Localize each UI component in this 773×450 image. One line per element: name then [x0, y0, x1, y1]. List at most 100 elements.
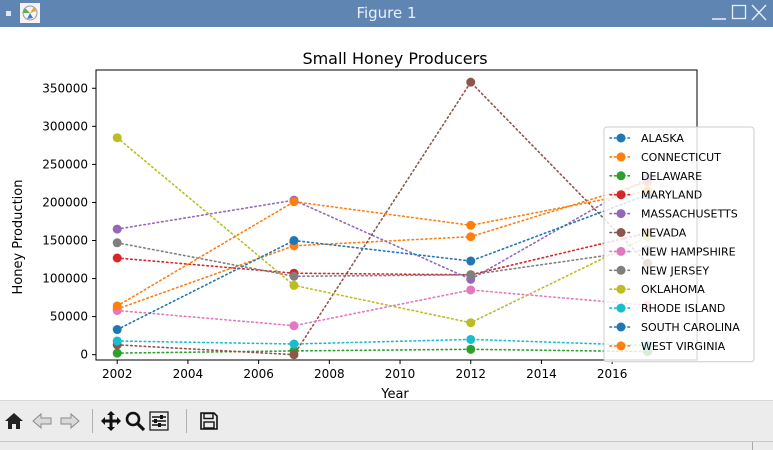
chart-title: Small Honey Producers — [302, 49, 487, 68]
data-point — [112, 133, 122, 143]
zoom-button[interactable] — [124, 409, 146, 433]
x-tick-label: 2006 — [243, 367, 274, 381]
data-point — [112, 348, 122, 358]
legend-label: CONNECTICUT — [641, 151, 721, 164]
legend-marker — [616, 284, 626, 294]
configure-subplots-button[interactable] — [148, 409, 170, 433]
pan-button[interactable] — [100, 409, 122, 433]
data-point — [289, 350, 299, 360]
series-line-connecticut — [116, 181, 649, 310]
y-tick-label: 150000 — [42, 233, 88, 247]
maximize-icon[interactable] — [731, 4, 747, 21]
x-tick-label: 2012 — [455, 367, 486, 381]
window-menu-icon[interactable] — [6, 11, 11, 16]
data-point — [466, 344, 476, 354]
data-point — [289, 321, 299, 331]
legend: ALASKA CONNECTICUT DELAWARE MARYLAND MASSACH… — [603, 126, 755, 363]
legend-label: RHODE ISLAND — [641, 302, 725, 315]
data-point — [466, 256, 476, 266]
data-point — [289, 271, 299, 281]
legend-marker — [616, 190, 626, 200]
series-line-rhode-island — [116, 338, 649, 347]
legend-label: WEST VIRGINIA — [641, 340, 726, 353]
data-point — [112, 325, 122, 335]
series-line-west-virginia — [116, 190, 649, 307]
arrow-left-icon — [32, 412, 52, 430]
legend-marker — [616, 341, 626, 351]
x-tick-label: 2008 — [314, 367, 345, 381]
legend-label: MARYLAND — [641, 189, 702, 202]
legend-marker — [616, 133, 626, 143]
data-point — [466, 220, 476, 230]
floppy-disk-icon — [200, 412, 218, 430]
series-line-new-jersey — [116, 242, 649, 278]
series-line-new-hampshire — [116, 289, 649, 327]
y-tick-label: 250000 — [42, 157, 88, 171]
data-point — [289, 280, 299, 290]
y-tick-label: 300000 — [42, 119, 88, 133]
data-point — [466, 232, 476, 242]
back-button[interactable] — [31, 409, 53, 433]
legend-label: ALASKA — [641, 132, 684, 145]
data-point — [112, 336, 122, 346]
legend-marker — [616, 265, 626, 275]
legend-marker — [616, 228, 626, 237]
status-divider — [752, 442, 753, 450]
x-tick-label: 2002 — [102, 367, 133, 381]
legend-label: SOUTH CAROLINA — [641, 321, 740, 334]
minimize-icon[interactable] — [711, 4, 727, 21]
data-point — [466, 318, 476, 328]
arrow-right-icon — [60, 412, 80, 430]
x-tick-label: 2016 — [597, 367, 628, 381]
close-icon[interactable] — [751, 4, 767, 21]
legend-label: NEW HAMPSHIRE — [641, 245, 736, 258]
y-tick-label: 50000 — [50, 310, 88, 324]
legend-label: NEW JERSEY — [641, 264, 709, 277]
figure-canvas[interactable]: Small Honey Producers Year Honey Product… — [0, 27, 773, 400]
data-point — [466, 270, 476, 280]
series-line-nevada — [116, 80, 649, 356]
magnifier-icon — [125, 411, 146, 432]
series-line-south-carolina — [116, 194, 649, 331]
data-point — [289, 235, 299, 245]
legend-label: OKLAHOMA — [641, 283, 705, 296]
line-chart: Small Honey Producers Year Honey Product… — [11, 49, 755, 400]
y-tick-label: 0 — [80, 348, 88, 362]
data-point — [112, 238, 122, 248]
data-point — [289, 197, 299, 207]
home-button[interactable] — [3, 409, 25, 433]
series-line-delaware — [116, 348, 649, 354]
x-tick-label: 2010 — [385, 367, 416, 381]
legend-marker — [616, 152, 626, 162]
status-bar — [0, 441, 773, 450]
x-axis-label: Year — [380, 387, 409, 400]
y-tick-label: 100000 — [42, 272, 88, 286]
series-line-oklahoma — [116, 136, 649, 324]
data-point — [466, 77, 476, 87]
y-tick-label: 350000 — [42, 81, 88, 95]
sliders-icon — [149, 411, 169, 431]
legend-marker — [616, 246, 626, 256]
y-tick-label: 200000 — [42, 195, 88, 209]
toolbar-separator — [92, 409, 93, 433]
legend-marker — [616, 322, 626, 332]
forward-button[interactable] — [59, 409, 81, 433]
x-tick-label: 2014 — [526, 367, 557, 381]
series-line-massachusetts — [116, 177, 649, 281]
data-point — [112, 301, 122, 311]
data-point — [466, 334, 476, 344]
matplotlib-app-icon — [20, 3, 40, 23]
home-icon — [5, 413, 23, 429]
data-point — [289, 339, 299, 349]
series-line-maryland — [116, 232, 649, 276]
save-button[interactable] — [198, 409, 220, 433]
legend-label: NEVADA — [641, 227, 687, 240]
y-axis-label: Honey Production — [11, 180, 26, 295]
data-point — [466, 285, 476, 295]
data-point — [112, 253, 122, 263]
legend-box — [603, 126, 755, 363]
window-titlebar: Figure 1 — [0, 0, 773, 27]
legend-marker — [616, 171, 626, 181]
legend-label: DELAWARE — [641, 170, 702, 183]
x-tick-label: 2004 — [173, 367, 204, 381]
